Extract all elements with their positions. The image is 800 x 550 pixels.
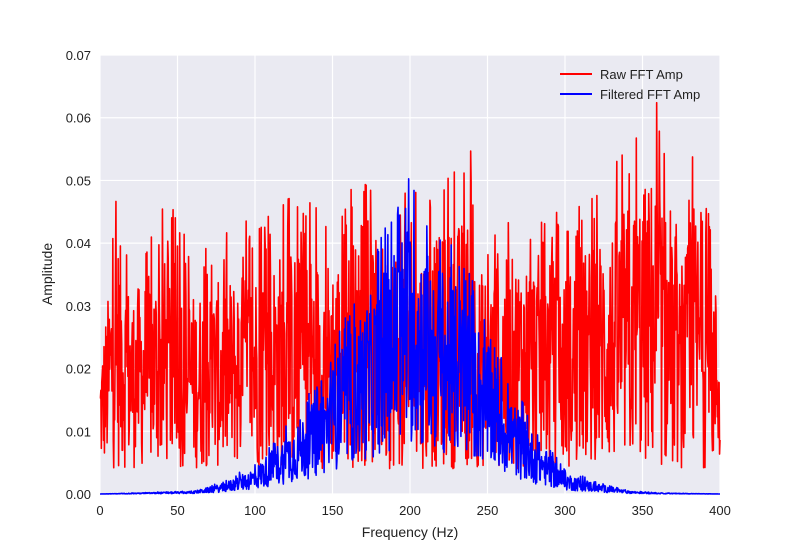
x-tick-label: 50 xyxy=(170,503,184,518)
x-tick-label: 200 xyxy=(399,503,421,518)
x-tick-label: 0 xyxy=(96,503,103,518)
y-tick-label: 0.06 xyxy=(66,111,91,126)
x-tick-labels: 0 50 100 150 200 250 300 350 400 xyxy=(96,503,730,518)
x-tick-label: 250 xyxy=(477,503,499,518)
x-tick-label: 300 xyxy=(554,503,576,518)
y-tick-label: 0.05 xyxy=(66,173,91,188)
y-tick-label: 0.02 xyxy=(66,362,91,377)
y-tick-label: 0.04 xyxy=(66,236,91,251)
x-tick-label: 400 xyxy=(709,503,731,518)
legend: Raw FFT Amp Filtered FFT Amp xyxy=(560,67,700,102)
legend-label: Raw FFT Amp xyxy=(600,67,683,82)
series-layer xyxy=(99,101,721,495)
legend-label: Filtered FFT Amp xyxy=(600,87,700,102)
y-tick-label: 0.03 xyxy=(66,299,91,314)
series-filtered-fft-amp xyxy=(99,178,721,495)
x-axis-label: Frequency (Hz) xyxy=(362,524,458,540)
x-tick-label: 100 xyxy=(244,503,266,518)
y-axis-label: Amplitude xyxy=(39,243,55,305)
y-tick-labels: 0.00 0.01 0.02 0.03 0.04 0.05 0.06 0.07 xyxy=(66,48,91,502)
y-tick-label: 0.07 xyxy=(66,48,91,63)
y-tick-label: 0.01 xyxy=(66,424,91,439)
y-tick-label: 0.00 xyxy=(66,487,91,502)
x-tick-label: 350 xyxy=(632,503,654,518)
x-tick-label: 150 xyxy=(322,503,344,518)
